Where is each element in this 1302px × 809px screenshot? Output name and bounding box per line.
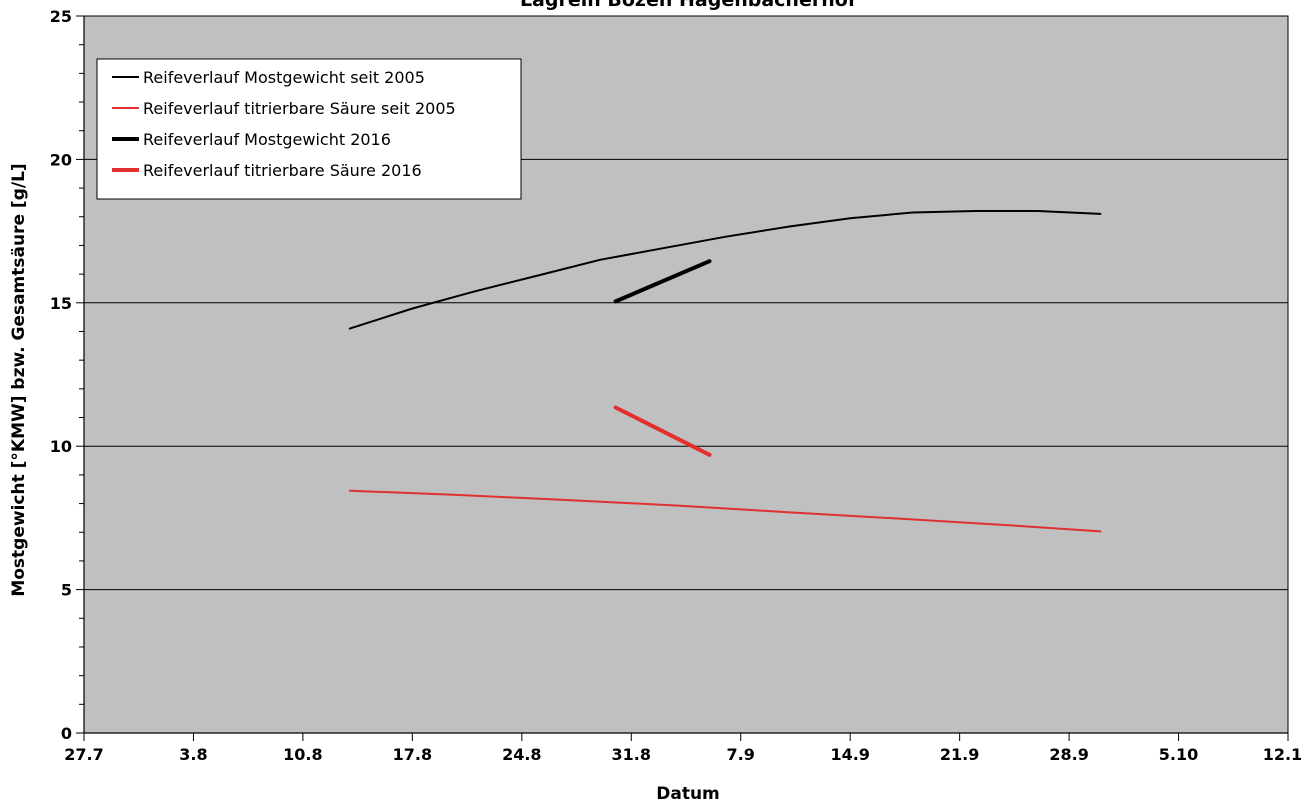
legend-entry: Reifeverlauf titrierbare Säure 2016	[143, 161, 422, 180]
x-tick-label: 7.9	[727, 745, 755, 764]
legend: Reifeverlauf Mostgewicht seit 2005 Reifev…	[96, 58, 522, 200]
x-tick-label: 17.8	[393, 745, 432, 764]
x-tick-label: 24.8	[502, 745, 541, 764]
x-tick-label: 14.9	[830, 745, 869, 764]
y-axis-ticks: 0 5 10 15 20 25	[50, 7, 84, 743]
series-lines	[348, 210, 1102, 533]
legend-entry: Reifeverlauf titrierbare Säure seit 2005	[143, 99, 456, 118]
x-tick-label: 5.10	[1159, 745, 1198, 764]
y-axis-label: Mostgewicht [°KMW] bzw. Gesamtsäure [g/L…	[9, 163, 29, 596]
x-axis-ticks: 27.7 3.8 10.8 17.8 24.8 31.8 7.9 14.9 21.9 28.9 5.…	[64, 733, 1302, 764]
x-tick-label: 27.7	[64, 745, 103, 764]
y-tick-label: 10	[50, 437, 72, 456]
legend-entry: Reifeverlauf Mostgewicht 2016	[143, 130, 391, 149]
legend-box	[96, 58, 522, 200]
legend-entry: Reifeverlauf Mostgewicht seit 2005	[143, 68, 425, 87]
series-line-3	[613, 259, 712, 304]
x-axis-label: Datum	[656, 784, 720, 804]
gridlines	[84, 158, 1288, 591]
x-tick-label: 3.8	[179, 745, 207, 764]
y-tick-label: 5	[61, 581, 72, 600]
series-line-1	[348, 210, 1102, 330]
x-tick-label: 31.8	[612, 745, 651, 764]
y-tick-label: 15	[50, 294, 72, 313]
x-tick-label: 28.9	[1049, 745, 1088, 764]
series-line-2	[348, 489, 1102, 533]
x-tick-label: 21.9	[940, 745, 979, 764]
axes	[83, 16, 1288, 734]
series-line-4	[613, 405, 712, 457]
chart-title: Lagrein Bozen Hagenbacherhof	[520, 0, 857, 11]
y-tick-label: 20	[50, 150, 72, 169]
x-tick-label: 12.10	[1263, 745, 1302, 764]
y-tick-label: 0	[61, 724, 72, 743]
y-tick-label: 25	[50, 7, 72, 26]
x-tick-label: 10.8	[283, 745, 322, 764]
